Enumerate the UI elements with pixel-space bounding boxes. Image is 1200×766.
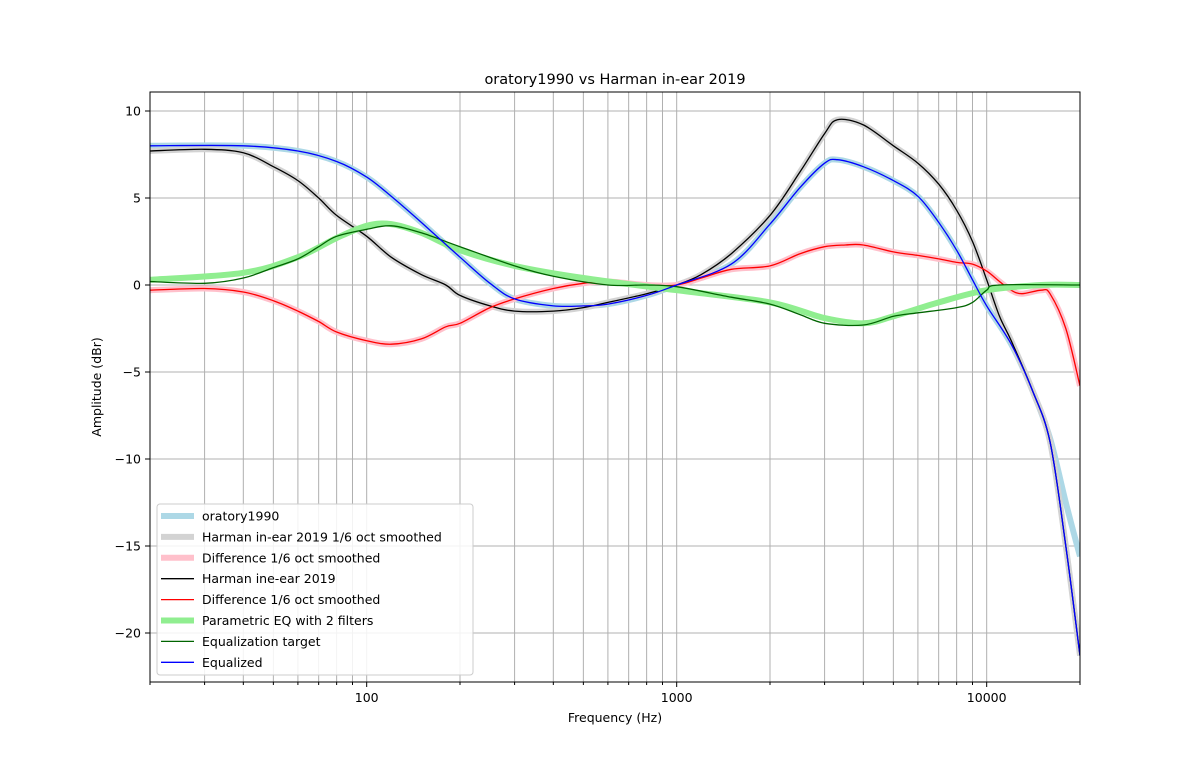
legend-box xyxy=(156,503,474,676)
legend-label: Harman ine-ear 2019 xyxy=(202,571,336,586)
legend-label: Parametric EQ with 2 filters xyxy=(202,613,373,628)
chart-title: oratory1990 vs Harman in-ear 2019 xyxy=(484,72,745,88)
y-tick-label: −15 xyxy=(115,539,141,554)
y-tick-label: −20 xyxy=(115,626,141,641)
legend-label: Difference 1/6 oct smoothed xyxy=(202,592,380,607)
x-tick-label: 1000 xyxy=(661,690,693,705)
plot-frame xyxy=(149,91,1081,683)
legend: oratory1990 Harman in-ear 2019 1/6 oct sm… xyxy=(156,503,474,676)
y-axis-label: Amplitude (dBr) xyxy=(89,337,104,436)
x-tick-label: 10000 xyxy=(967,690,1007,705)
x-axis-label: Frequency (Hz) xyxy=(568,710,662,725)
series-line-6 xyxy=(150,225,1080,327)
y-tick-label: 0 xyxy=(133,278,141,293)
legend-label: Equalization target xyxy=(202,634,321,649)
y-tick-label: 5 xyxy=(133,191,141,206)
series-line-7 xyxy=(150,144,1080,656)
y-tick-label: 10 xyxy=(125,104,141,119)
x-tick-label: 100 xyxy=(355,690,379,705)
series-group xyxy=(150,116,1080,656)
ticks: 100 1000 10000 10 5 0 −5 −10 −15 −20 xyxy=(115,104,1081,705)
grid xyxy=(149,92,1081,682)
series-line-5 xyxy=(150,220,1080,327)
legend-label: Harman in-ear 2019 1/6 oct smoothed xyxy=(202,529,442,544)
series-line-4 xyxy=(150,243,1080,387)
legend-label: Equalized xyxy=(202,655,263,670)
y-tick-label: −5 xyxy=(123,365,141,380)
legend-label: oratory1990 xyxy=(202,509,279,524)
y-tick-label: −10 xyxy=(115,452,141,467)
legend-label: Difference 1/6 oct smoothed xyxy=(202,550,380,565)
